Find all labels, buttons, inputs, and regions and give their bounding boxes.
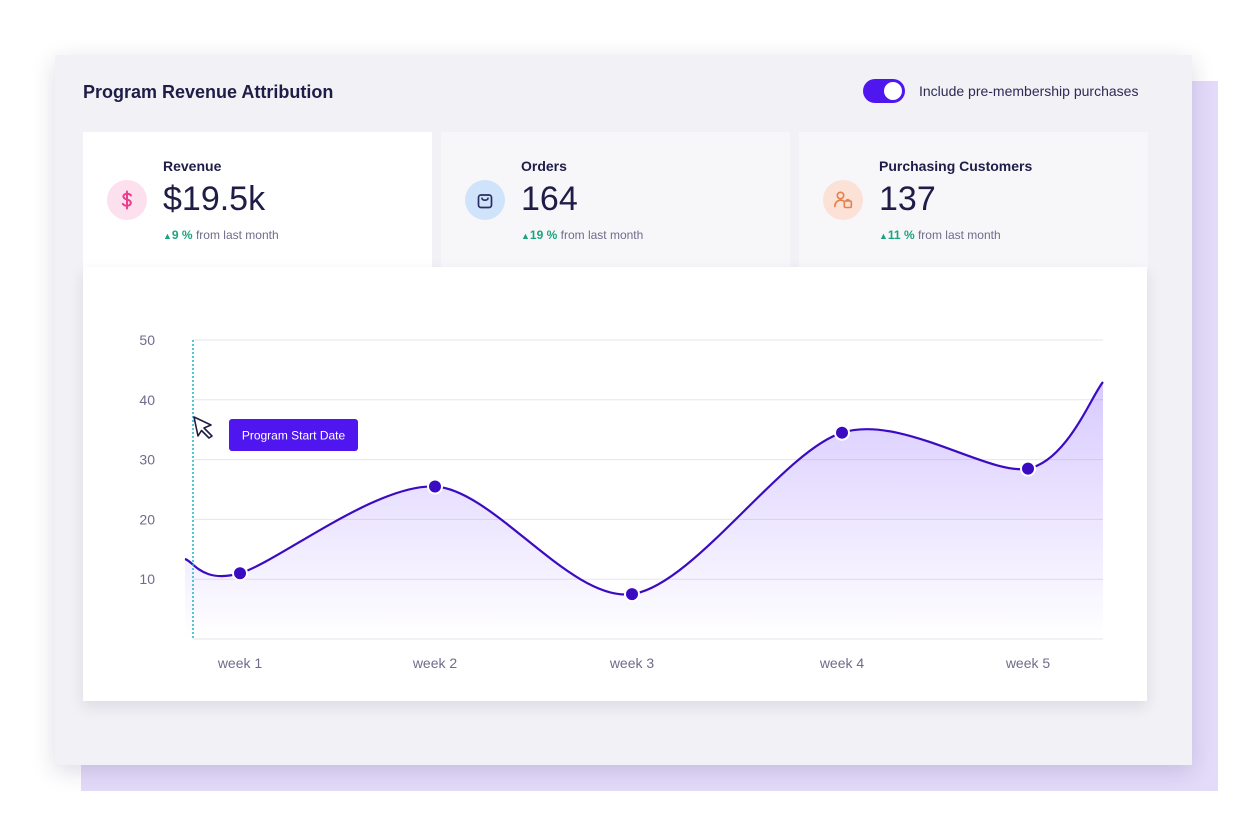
change-percent: 19 % — [529, 228, 558, 242]
y-tick-label: 40 — [139, 392, 155, 408]
x-tick-label: week 1 — [217, 655, 263, 671]
metric-card-orders[interactable]: Orders 164 ▲19 % from last month — [441, 132, 790, 268]
program-start-label: Program Start Date — [242, 429, 346, 443]
cursor-arrow-icon — [193, 416, 213, 439]
metric-label: Revenue — [163, 158, 222, 174]
y-axis: 10 20 30 40 50 — [139, 332, 155, 587]
customer-icon — [823, 180, 863, 220]
y-tick-label: 50 — [139, 332, 155, 348]
x-axis: week 1 week 2 week 3 week 4 week 5 — [217, 655, 1051, 671]
x-tick-label: week 3 — [609, 655, 655, 671]
dollar-icon — [107, 180, 147, 220]
trend-up-icon: ▲ — [521, 231, 530, 241]
metric-value: $19.5k — [163, 180, 266, 218]
page-title: Program Revenue Attribution — [83, 82, 334, 102]
change-percent: 9 % — [171, 228, 193, 242]
y-tick-label: 30 — [139, 452, 155, 468]
toggle-label: Include pre-membership purchases — [919, 83, 1139, 99]
metric-label: Purchasing Customers — [879, 158, 1033, 174]
x-tick-label: week 2 — [412, 655, 458, 671]
metric-value: 164 — [521, 180, 578, 218]
y-tick-label: 20 — [139, 511, 155, 527]
data-points — [232, 424, 1036, 603]
shopping-bag-icon — [465, 180, 505, 220]
metric-card-revenue[interactable]: Revenue $19.5k ▲9 % from last month — [83, 132, 432, 268]
metric-value: 137 — [879, 180, 936, 218]
pre-membership-toggle[interactable] — [863, 79, 905, 103]
data-point[interactable] — [626, 588, 638, 601]
revenue-chart: 10 20 30 40 50 week 1 week 2 week 3 week 4 week … — [83, 267, 1147, 701]
metric-change: ▲9 % from last month — [163, 228, 279, 242]
program-start-badge[interactable]: Program Start Date — [229, 419, 358, 451]
change-suffix: from last month — [560, 228, 644, 242]
metric-change: ▲19 % from last month — [521, 228, 643, 242]
x-tick-label: week 5 — [1005, 655, 1051, 671]
data-point[interactable] — [836, 426, 848, 439]
change-suffix: from last month — [195, 228, 279, 242]
y-tick-label: 10 — [139, 571, 155, 587]
series-area — [185, 382, 1103, 639]
data-point[interactable] — [429, 480, 441, 493]
revenue-attribution-panel: Program Revenue Attribution Include pre-… — [55, 55, 1192, 765]
metric-card-customers[interactable]: Purchasing Customers 137 ▲11 % from last… — [799, 132, 1148, 268]
change-suffix: from last month — [917, 228, 1001, 242]
data-point[interactable] — [1022, 462, 1034, 475]
change-percent: 11 % — [887, 228, 915, 242]
trend-up-icon: ▲ — [879, 231, 888, 241]
x-tick-label: week 4 — [819, 655, 865, 671]
metric-label: Orders — [521, 158, 567, 174]
data-point[interactable] — [234, 567, 246, 580]
trend-up-icon: ▲ — [163, 231, 172, 241]
toggle-knob — [884, 82, 902, 100]
metric-change: ▲11 % from last month — [879, 228, 1001, 242]
